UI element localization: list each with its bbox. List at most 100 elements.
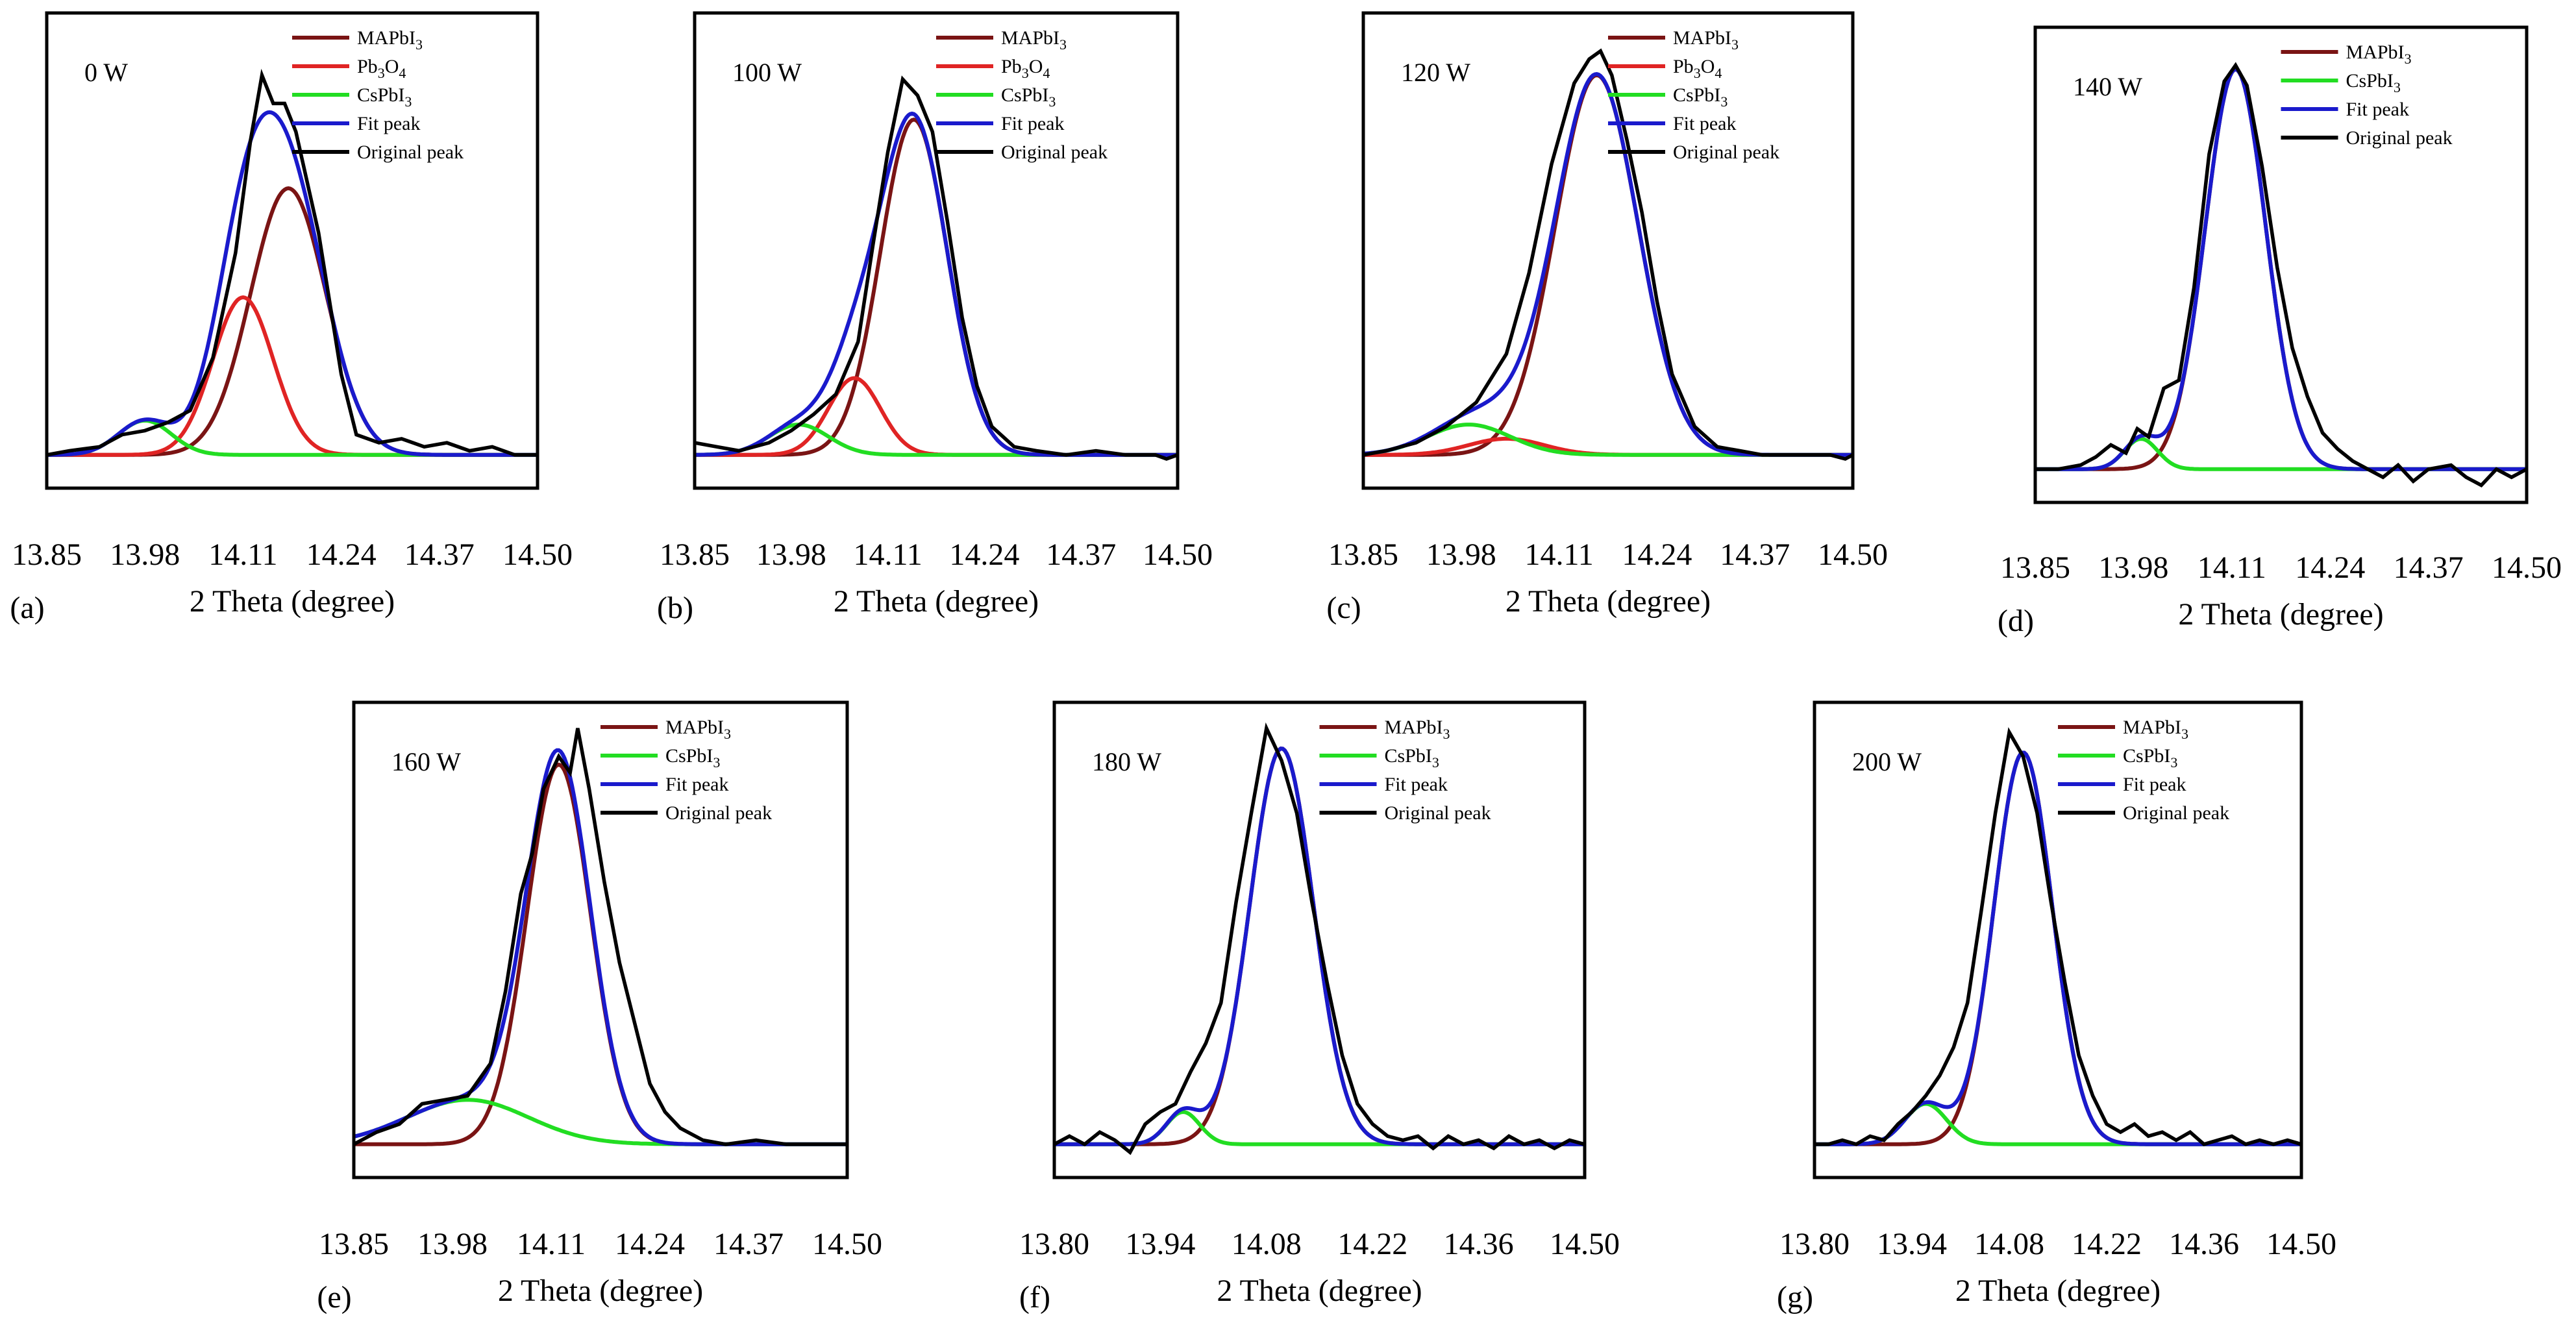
legend-text: MAPbI3 [357,27,423,53]
legend-text: Original peak [1001,142,1108,163]
x-tick-label: 13.98 [110,537,180,572]
x-tick-label: 13.98 [417,1227,488,1261]
panel-letter: (d) [1998,604,2034,638]
legend-text: Fit peak [2346,99,2410,120]
component-curve-pb3o4 [1363,436,1853,457]
x-tick-label: 13.94 [1125,1227,1195,1261]
panel-letter: (g) [1777,1280,1813,1314]
axes-frame [693,11,1180,490]
x-axis-label: 2 Theta (degree) [1955,1274,2161,1308]
fit-peak-curve [2035,67,2527,471]
x-tick-label: 14.11 [853,537,922,572]
legend-text: CsPbI3 [2346,70,2401,95]
legend-text: MAPbI3 [2346,42,2412,67]
x-tick-label: 13.94 [1877,1227,1947,1261]
x-tick-label: 14.24 [615,1227,685,1261]
panel-power-label: 120 W [1401,58,1470,87]
x-tick-label: 14.08 [1974,1227,2044,1261]
x-tick-label: 13.98 [1426,537,1496,572]
component-curve-mapbi3 [2035,67,2527,471]
panel-power-label: 200 W [1852,747,1922,776]
x-tick-label: 14.11 [1524,537,1593,572]
x-tick-label: 14.37 [2394,550,2464,585]
x-tick-label: 14.50 [1550,1227,1620,1261]
x-tick-label: 14.50 [1818,537,1888,572]
x-tick-label: 14.50 [1143,537,1213,572]
legend-text: Fit peak [357,113,421,134]
legend-text: Original peak [357,142,464,163]
chart-panel-4: 160 W MAPbI3 CsPbI3 Fit peak Original peak 13… [317,700,882,1314]
x-axis-label: 2 Theta (degree) [2178,597,2383,632]
x-tick-label: 14.50 [2492,550,2562,585]
legend-text: Pb3O4 [357,56,406,81]
legend-text: Original peak [1385,802,1491,824]
original-peak-curve [695,75,1178,461]
x-tick-label: 14.50 [2266,1227,2336,1261]
x-tick-label: 14.22 [1337,1227,1407,1261]
fit-peak-curve [695,111,1178,457]
x-tick-label: 14.36 [1444,1227,1514,1261]
chart-panel-6: 200 W MAPbI3 CsPbI3 Fit peak Original peak 13… [1777,700,2336,1314]
x-tick-label: 14.08 [1232,1227,1302,1261]
x-axis-label: 2 Theta (degree) [1505,584,1711,619]
panel-letter: (c) [1326,591,1361,625]
legend-text: CsPbI3 [1673,84,1728,110]
x-tick-label: 14.50 [812,1227,882,1261]
x-tick-label: 13.85 [1328,537,1398,572]
panel-letter: (b) [657,591,693,625]
axes-frame [1813,700,2303,1179]
x-tick-label: 14.22 [2072,1227,2142,1261]
component-curve-mapbi3 [354,762,847,1146]
panel-power-label: 140 W [2073,72,2142,101]
x-axis-label: 2 Theta (degree) [834,584,1039,619]
panel-power-label: 160 W [391,747,461,776]
legend-text: Original peak [1673,142,1779,163]
chart-panel-3: 140 W MAPbI3 CsPbI3 Fit peak Original peak 13… [1998,25,2562,638]
axes-frame [2033,25,2529,504]
fit-peak-curve [47,110,538,457]
x-tick-label: 14.24 [306,537,377,572]
x-tick-label: 13.80 [1019,1227,1089,1261]
axes-frame [45,11,539,490]
x-tick-label: 14.37 [713,1227,784,1261]
panel-letter: (e) [317,1280,351,1314]
legend-text: Fit peak [1673,113,1737,134]
x-tick-label: 13.98 [756,537,826,572]
axes-frame [1052,700,1587,1179]
x-tick-label: 14.36 [2169,1227,2239,1261]
legend-text: MAPbI3 [1673,27,1739,53]
x-tick-label: 13.85 [2000,550,2070,585]
legend-text: CsPbI3 [1001,84,1056,110]
x-axis-label: 2 Theta (degree) [1217,1274,1422,1308]
panel-power-label: 100 W [732,58,802,87]
legend-text: Fit peak [2123,774,2186,795]
legend-text: CsPbI3 [1385,745,1439,771]
x-tick-label: 13.85 [12,537,82,572]
legend-text: Pb3O4 [1673,56,1722,81]
x-axis-label: 2 Theta (degree) [190,584,395,619]
x-tick-label: 14.24 [2295,550,2365,585]
x-tick-label: 14.24 [949,537,1019,572]
component-curve-mapbi3 [695,117,1178,457]
fit-peak-curve [1363,72,1853,457]
original-peak-curve [354,728,847,1146]
chart-panel-1: 100 W MAPbI3 Pb3O4 CsPbI3 Fit peak Original p… [657,11,1213,625]
x-tick-label: 13.85 [319,1227,389,1261]
x-tick-label: 14.50 [502,537,573,572]
x-tick-label: 13.98 [2098,550,2168,585]
legend-text: MAPbI3 [2123,717,2188,742]
x-axis-label: 2 Theta (degree) [498,1274,703,1308]
legend-text: Fit peak [1001,113,1065,134]
x-tick-label: 14.11 [2198,550,2266,585]
original-peak-curve [2035,62,2527,488]
legend-text: CsPbI3 [2123,745,2177,771]
axes-frame [352,700,849,1179]
x-tick-label: 14.37 [404,537,475,572]
panel-letter: (a) [10,591,44,625]
legend-text: Fit peak [1385,774,1448,795]
panel-letter: (f) [1019,1280,1050,1314]
x-tick-label: 14.37 [1720,537,1790,572]
original-peak-curve [47,68,538,457]
legend-text: MAPbI3 [1385,717,1450,742]
x-tick-label: 14.24 [1622,537,1692,572]
